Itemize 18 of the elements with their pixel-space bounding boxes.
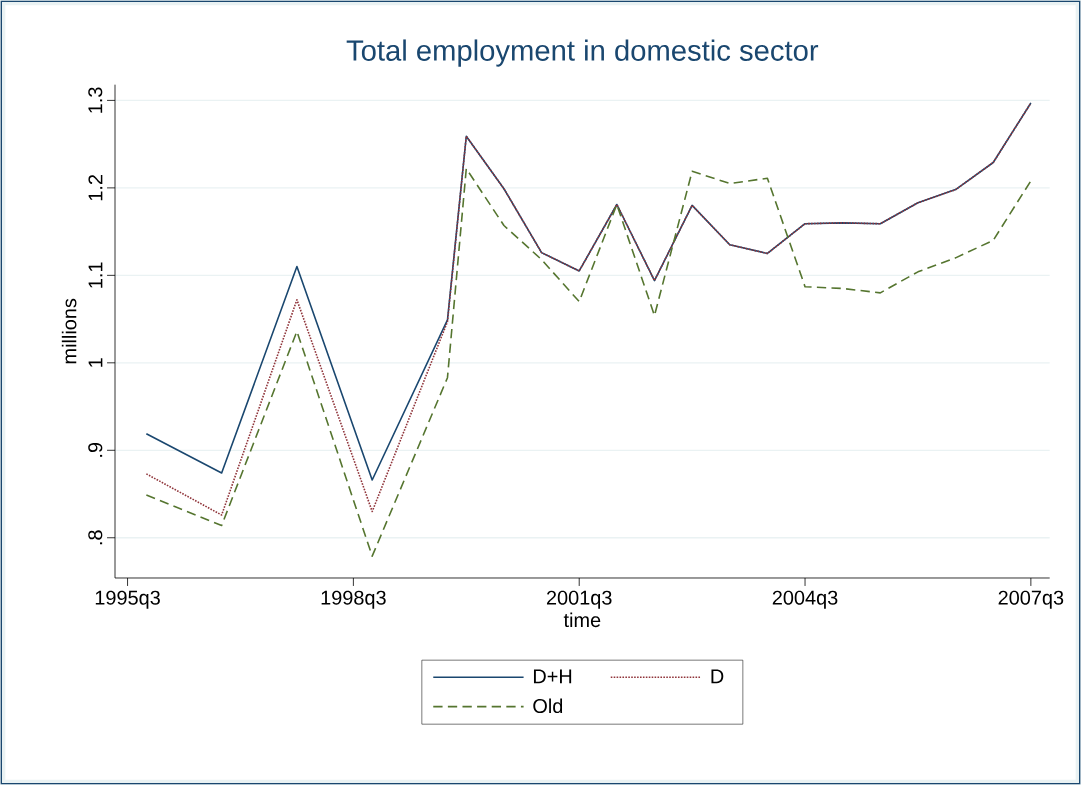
y-tick-label: 1 xyxy=(88,358,103,367)
x-tick-label: 2004q3 xyxy=(772,590,838,609)
y-tick-label: 1.3 xyxy=(88,87,103,113)
x-tick-label: 1995q3 xyxy=(95,590,160,609)
line-series xyxy=(145,167,1032,557)
y-tick-label: 1.1 xyxy=(88,262,103,288)
legend-label: D+H xyxy=(533,669,572,684)
y-tick-label: 1.2 xyxy=(88,175,103,201)
chart-title: Total employment in domestic sector xyxy=(346,39,819,67)
legend-label: D xyxy=(711,669,724,684)
y-axis-title: millions xyxy=(61,298,77,364)
legend-label: Old xyxy=(533,698,563,714)
y-tick-label: .8 xyxy=(88,530,103,545)
x-tick-label: 1998q3 xyxy=(321,590,386,609)
x-axis-title: time xyxy=(563,612,601,628)
x-tick-label: 2001q3 xyxy=(546,590,612,609)
x-tick-label: 2007q3 xyxy=(998,590,1064,609)
y-tick-label: .9 xyxy=(88,442,103,457)
